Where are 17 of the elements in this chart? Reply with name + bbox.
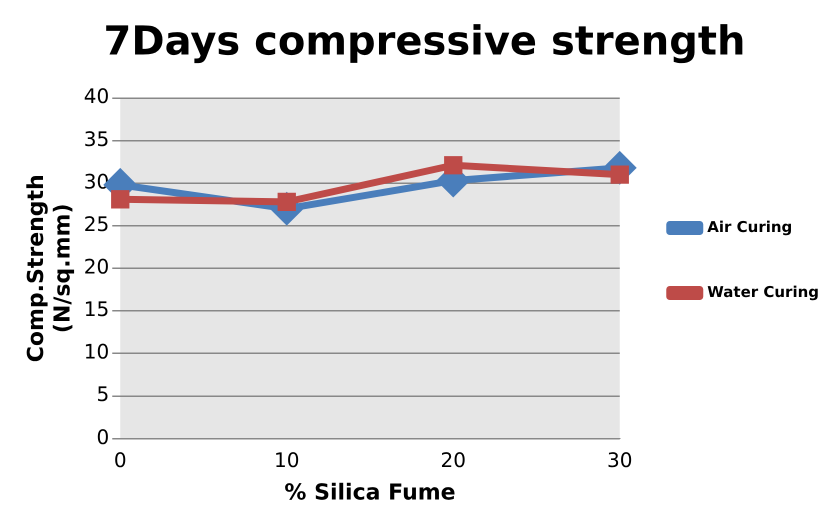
x-tick-label: 30 [607,448,632,472]
y-tick-label: 20 [84,254,110,279]
legend-label: Water Curing [707,282,820,301]
y-tick-label: 5 [96,382,110,406]
y-tick-label: 10 [84,340,110,364]
x-tick-label: 20 [440,448,466,472]
x-tick-label: 0 [114,448,127,472]
x-tick-label: 10 [274,448,300,472]
legend-label: Air Curing [707,218,792,236]
y-tick-label: 0 [96,424,110,449]
chart-title: 7Days compressive strength [104,18,746,64]
y-tick-label: 25 [84,212,110,236]
y-tick-label: 40 [84,84,110,108]
y-tick-label: 15 [84,297,110,322]
x-axis-title: % Silica Fume [284,480,456,506]
y-axis-title: Comp.Strength (N/sq.mm) [24,174,76,362]
y-tick-label: 35 [84,126,110,151]
